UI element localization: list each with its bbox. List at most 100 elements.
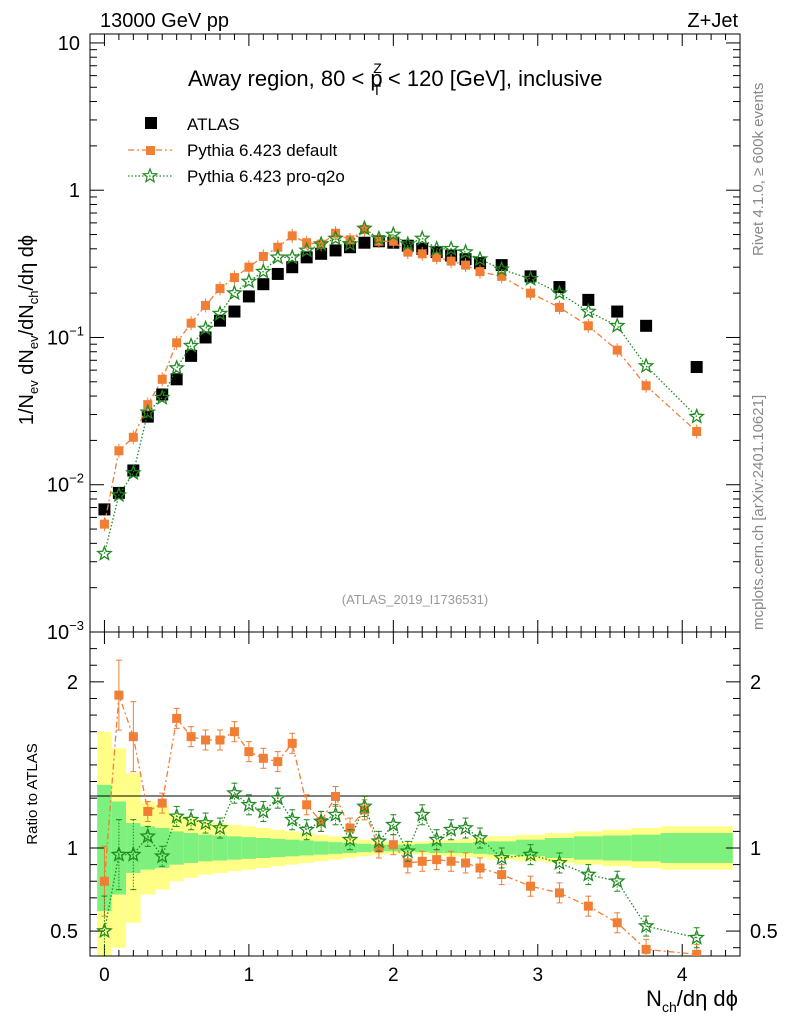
proq2o-point	[637, 357, 655, 374]
proq2o-point	[471, 250, 489, 267]
ratio-default-point	[461, 858, 471, 868]
ratio-band-green	[270, 838, 285, 858]
default-point	[273, 242, 283, 252]
x-tick-label: 3	[532, 965, 543, 986]
ratio-default-point	[345, 823, 355, 833]
default-point	[388, 236, 398, 246]
default-point	[461, 260, 471, 270]
atlas-point	[199, 331, 212, 344]
y-tick-label-ratio-right: 0.5	[750, 921, 778, 943]
ratio-default-point	[432, 855, 442, 865]
ratio-proq2o-point	[608, 872, 626, 889]
atlas-point	[257, 278, 270, 291]
legend-marker-default	[146, 146, 155, 155]
ratio-default-point	[554, 888, 564, 898]
atlas-point	[495, 259, 508, 272]
tick-labels: 0 1 2 3 4 10 1 10−1 10−2 10−3 2 2 1 1 0.5 0.5	[47, 33, 778, 986]
ratio-proq2o-point	[226, 784, 243, 801]
ratio-band-green	[458, 843, 473, 853]
y-axis-label-ratio: Ratio to ATLAS	[24, 743, 41, 844]
ratio-band-green	[169, 831, 184, 865]
proq2o-point	[139, 403, 157, 420]
ratio-default-point	[497, 870, 507, 880]
default-point	[432, 252, 442, 262]
proq2o-point	[551, 284, 568, 301]
proq2o-point	[580, 302, 597, 319]
ratio-proq2o-point	[399, 842, 417, 859]
ratio-proq2o-point	[283, 811, 301, 827]
ratio-band-green	[443, 843, 459, 853]
proq2o-point	[254, 262, 272, 279]
ratio-default-point	[215, 735, 225, 745]
y-tick-label-ratio-right: 1	[750, 838, 761, 860]
ratio-proq2o-point	[688, 928, 705, 945]
ratio-default-point	[641, 944, 651, 954]
ratio-band-green	[198, 834, 213, 862]
plot-title: Away region, 80 < pTZ < 120 [GeV], inclu…	[188, 60, 603, 98]
default-point	[641, 381, 651, 391]
ratio-proq2o-point	[327, 806, 344, 822]
ratio-proq2o-point	[168, 807, 185, 824]
proq2o-point	[283, 248, 301, 265]
x-axis-label: Nch/dη dϕ	[646, 986, 738, 1015]
ratio-default-point	[258, 753, 268, 763]
ratio-series-layer	[96, 659, 705, 956]
default-point	[554, 302, 564, 312]
ratio-proq2o-point	[240, 796, 258, 812]
ratio-proq2o-point	[385, 815, 402, 832]
ratio-default-point	[403, 858, 413, 868]
proq2o-point	[211, 304, 229, 321]
y-tick-label-main: 1	[69, 180, 80, 202]
proq2o-point	[413, 229, 431, 246]
ratio-default-point	[273, 757, 283, 767]
ratio-proq2o-point	[413, 806, 431, 822]
atlas-point	[582, 293, 595, 306]
ratio-band-green	[313, 841, 329, 855]
proq2o-point	[125, 464, 142, 481]
atlas-point	[286, 261, 299, 274]
ratio-default-point	[201, 735, 211, 745]
default-point	[475, 267, 485, 277]
ratio-band-green	[573, 836, 603, 860]
proq2o-point	[168, 359, 185, 376]
atlas-point	[690, 361, 703, 374]
legend-label-proq2o: Pythia 6.423 pro-q2o	[187, 167, 345, 186]
ratio-default-point	[287, 738, 297, 748]
header-left: 13000 GeV pp	[100, 10, 229, 32]
atlas-point	[271, 267, 284, 280]
ratio-default-point	[114, 690, 124, 700]
ratio-default-point	[157, 798, 167, 808]
ratio-proq2o-point	[139, 827, 157, 844]
default-point	[229, 273, 239, 283]
ratio-proq2o-point	[269, 789, 287, 806]
ratio-default-point	[388, 840, 398, 850]
ratio-default-point	[229, 727, 239, 737]
ratio-default-point	[143, 806, 153, 816]
ratio-axis-ticks	[90, 632, 740, 956]
ratio-band-green	[545, 838, 574, 858]
y-axis-label-main: 1/Nev dNev/dNch/dη dϕ	[16, 235, 41, 425]
x-tick-label: 4	[677, 965, 688, 986]
default-point	[201, 300, 211, 310]
y-tick-label-main: 10	[58, 33, 80, 55]
proq2o-point	[370, 229, 388, 246]
atlas-point	[242, 290, 255, 303]
proq2o-point	[341, 235, 359, 252]
ratio-proq2o-point	[428, 830, 446, 847]
proq2o-point	[442, 240, 460, 256]
ratio-proq2o-point	[211, 819, 229, 836]
analysis-id: (ATLAS_2019_I1736531)	[342, 592, 488, 607]
proq2o-point	[298, 241, 315, 258]
atlas-point	[640, 319, 653, 332]
ratio-line-1	[103, 792, 697, 939]
ratio-default-point	[417, 856, 427, 866]
proq2o-point	[197, 319, 214, 336]
proq2o-point	[522, 270, 539, 286]
ratio-band-green	[241, 837, 257, 859]
ratio-band-green	[227, 836, 242, 860]
default-point	[128, 432, 138, 442]
default-point	[497, 271, 507, 281]
default-point	[446, 256, 456, 266]
proq2o-point	[327, 229, 344, 246]
